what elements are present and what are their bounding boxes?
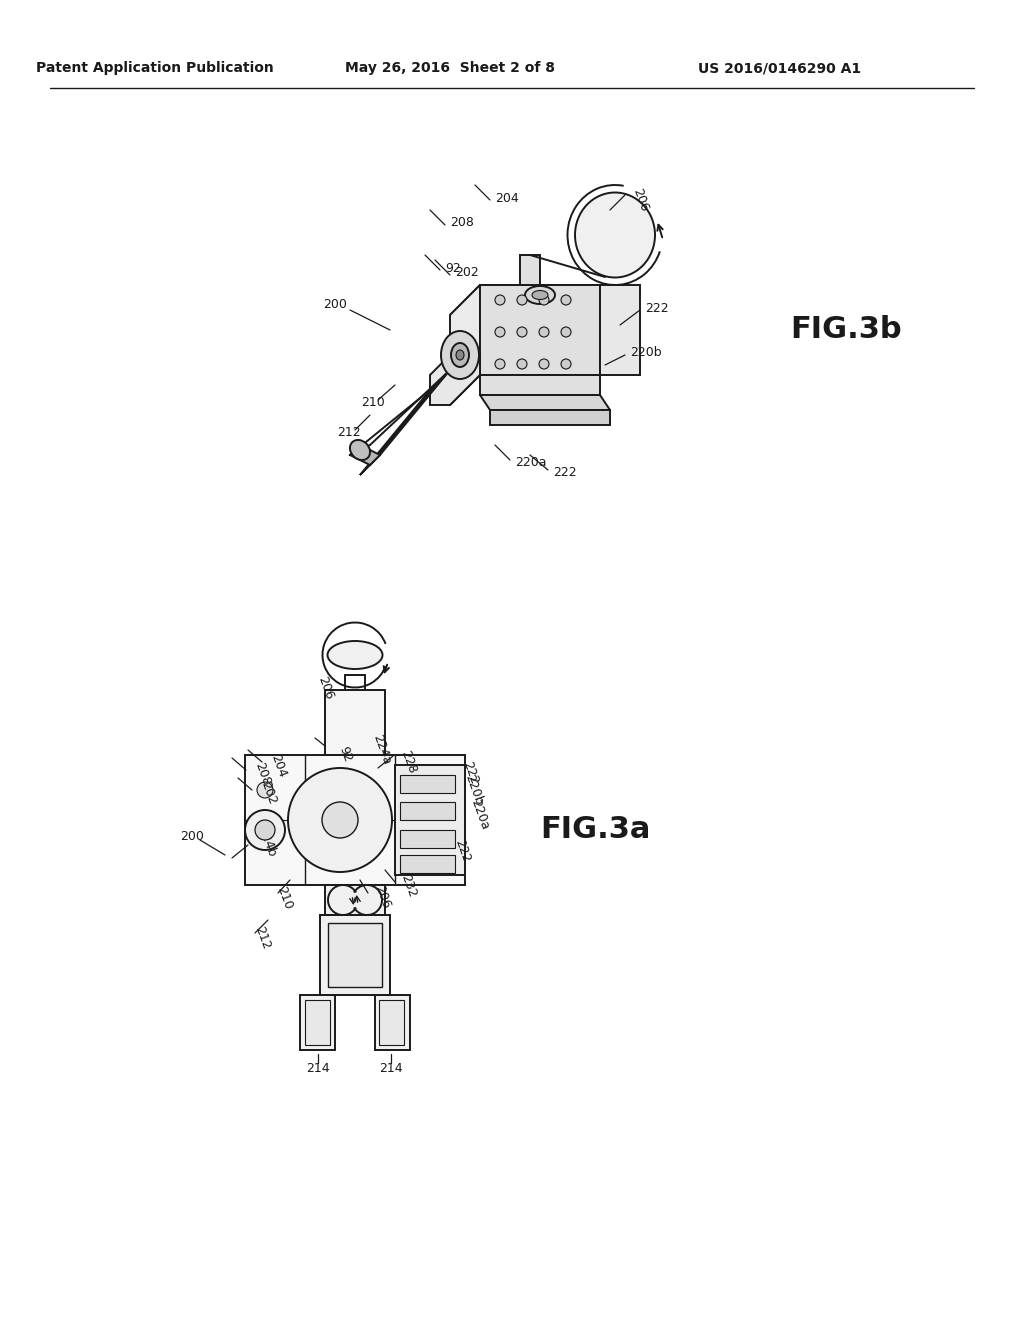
Text: (-): (-) [384,1015,398,1028]
FancyBboxPatch shape [379,1001,404,1045]
Polygon shape [430,355,480,405]
Ellipse shape [441,331,479,379]
Circle shape [495,327,505,337]
Ellipse shape [532,290,548,300]
Circle shape [561,294,571,305]
FancyBboxPatch shape [245,755,465,884]
Text: 204: 204 [495,191,519,205]
Polygon shape [520,255,540,285]
Text: 212: 212 [337,426,360,440]
Polygon shape [360,380,440,475]
Text: 200: 200 [180,829,204,842]
Ellipse shape [525,286,555,304]
FancyBboxPatch shape [319,915,390,995]
Ellipse shape [575,193,655,277]
Polygon shape [370,370,450,465]
Circle shape [539,294,549,305]
Text: 202: 202 [258,780,279,807]
Text: 222: 222 [645,301,669,314]
Circle shape [539,359,549,370]
Circle shape [257,781,273,799]
Polygon shape [375,995,410,1049]
Text: 200: 200 [323,298,347,312]
Text: US 2016/0146290 A1: US 2016/0146290 A1 [698,61,861,75]
FancyBboxPatch shape [325,690,385,755]
Text: 210: 210 [273,884,294,911]
Polygon shape [490,411,610,425]
Text: 228: 228 [398,748,419,775]
Ellipse shape [456,350,464,360]
Circle shape [561,327,571,337]
Circle shape [517,359,527,370]
FancyBboxPatch shape [400,855,455,873]
Text: 220b: 220b [462,774,485,807]
Text: 202: 202 [455,267,479,280]
Text: 220a: 220a [468,799,490,832]
Text: 214: 214 [306,1061,330,1074]
Ellipse shape [451,343,469,367]
Circle shape [539,327,549,337]
Text: 208: 208 [252,760,272,788]
Circle shape [517,294,527,305]
Circle shape [322,803,358,838]
Polygon shape [325,884,385,915]
Text: 92: 92 [336,744,353,764]
Text: 210: 210 [361,396,385,409]
FancyBboxPatch shape [400,830,455,847]
Text: 232: 232 [398,873,418,899]
Text: 224b: 224b [255,825,278,859]
Text: 214: 214 [379,1061,402,1074]
Text: 204: 204 [268,752,289,779]
Text: 92: 92 [445,261,461,275]
Text: FIG.3a: FIG.3a [540,816,650,845]
Ellipse shape [350,440,370,461]
FancyBboxPatch shape [400,775,455,793]
Polygon shape [480,285,600,375]
Text: 220a: 220a [515,457,547,470]
FancyBboxPatch shape [305,1001,330,1045]
Text: 222: 222 [460,760,480,787]
Polygon shape [350,445,380,465]
Circle shape [255,820,275,840]
Text: May 26, 2016  Sheet 2 of 8: May 26, 2016 Sheet 2 of 8 [345,61,555,75]
Text: 206: 206 [372,883,392,911]
Circle shape [517,327,527,337]
Circle shape [245,810,285,850]
Text: 222: 222 [452,838,472,865]
Text: 220b: 220b [630,346,662,359]
Text: 212: 212 [252,925,272,952]
Text: 224a: 224a [370,733,393,767]
Circle shape [561,359,571,370]
Text: Patent Application Publication: Patent Application Publication [36,61,273,75]
Polygon shape [600,285,640,375]
Polygon shape [300,995,335,1049]
Polygon shape [450,285,600,315]
Circle shape [495,294,505,305]
Text: 206: 206 [314,675,335,701]
FancyBboxPatch shape [395,766,465,875]
Polygon shape [480,395,610,411]
Polygon shape [480,375,600,395]
Text: 208: 208 [450,215,474,228]
Text: 222: 222 [553,466,577,479]
FancyBboxPatch shape [400,803,455,820]
Circle shape [288,768,392,873]
Polygon shape [450,285,480,405]
Text: N: N [332,810,348,829]
FancyBboxPatch shape [328,923,382,987]
Text: FIG.3b: FIG.3b [790,315,901,345]
Text: (+): (+) [308,1015,328,1028]
Ellipse shape [328,642,383,669]
Circle shape [495,359,505,370]
Text: 206: 206 [630,186,650,214]
